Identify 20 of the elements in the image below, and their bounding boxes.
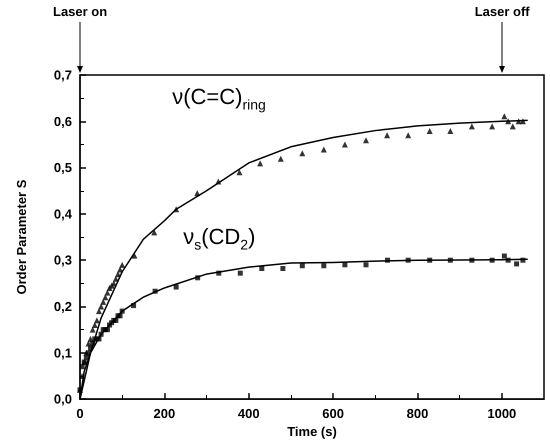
text: Laser on: [53, 4, 108, 19]
y-tick-label: 0,5: [54, 160, 72, 176]
y-tick-label: 0,0: [54, 392, 72, 407]
x-tick-label: 600: [322, 406, 344, 422]
y-tick-label: 0,3: [54, 252, 72, 268]
x-tick-label: 0: [76, 406, 84, 422]
y-tick-label: 0,4: [54, 206, 73, 222]
text: Laser off: [474, 4, 530, 19]
x-tick-label: 400: [238, 406, 260, 422]
y-tick-label: 0,7: [54, 68, 72, 82]
text: ν(C=C)$_{ring}$: [172, 84, 266, 113]
series-label: ν$_{s}$(CD$_{2}$): [183, 224, 256, 252]
y-tick-label: 0,6: [54, 114, 72, 129]
y-tick-label: 0,1: [54, 345, 72, 360]
x-axis-title: Time (s): [287, 424, 337, 439]
y-axis-title: Order Parameter S: [14, 179, 29, 295]
y-tick-label: 0,2: [54, 299, 72, 314]
x-tick-label: 1000: [487, 406, 516, 422]
x-tick-label: 200: [154, 406, 176, 422]
x-tick-label: 800: [406, 406, 428, 422]
